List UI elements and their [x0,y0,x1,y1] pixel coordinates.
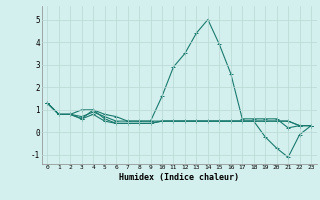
X-axis label: Humidex (Indice chaleur): Humidex (Indice chaleur) [119,173,239,182]
